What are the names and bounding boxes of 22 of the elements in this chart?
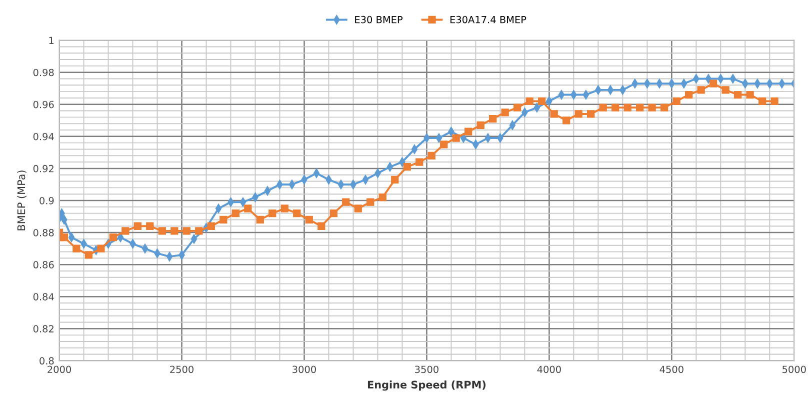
y-tick-label: 0.94 bbox=[33, 132, 54, 140]
y-tick-label: 0.96 bbox=[33, 100, 54, 108]
y-tick-label: 0.92 bbox=[33, 164, 54, 172]
x-tick-label: 4000 bbox=[537, 366, 561, 374]
legend-label: E30A17.4 BMEP bbox=[450, 16, 526, 24]
y-tick-label: 0.98 bbox=[33, 68, 54, 76]
y-tick-label: 0.84 bbox=[33, 293, 54, 300]
y-tick-label: 0.9 bbox=[40, 196, 54, 204]
y-tick-label: 0.86 bbox=[33, 261, 54, 268]
x-tick-label: 3000 bbox=[292, 366, 316, 374]
y-tick-label: 0.88 bbox=[33, 229, 54, 236]
y-tick-label: 0.82 bbox=[33, 325, 54, 332]
x-tick-label: 3500 bbox=[415, 366, 438, 374]
x-tick-label: 4500 bbox=[660, 366, 684, 374]
y-tick-label: 0.8 bbox=[40, 357, 54, 365]
legend-label: E30 BMEP bbox=[355, 16, 402, 24]
y-axis-title: BMEP (MPa) bbox=[17, 170, 26, 230]
x-tick-label: 5000 bbox=[782, 366, 806, 374]
x-tick-label: 2500 bbox=[170, 366, 194, 374]
x-axis-title: Engine Speed (RPM) bbox=[368, 380, 486, 391]
x-tick-label: 2000 bbox=[48, 366, 71, 374]
y-tick-label: 1 bbox=[49, 36, 54, 44]
